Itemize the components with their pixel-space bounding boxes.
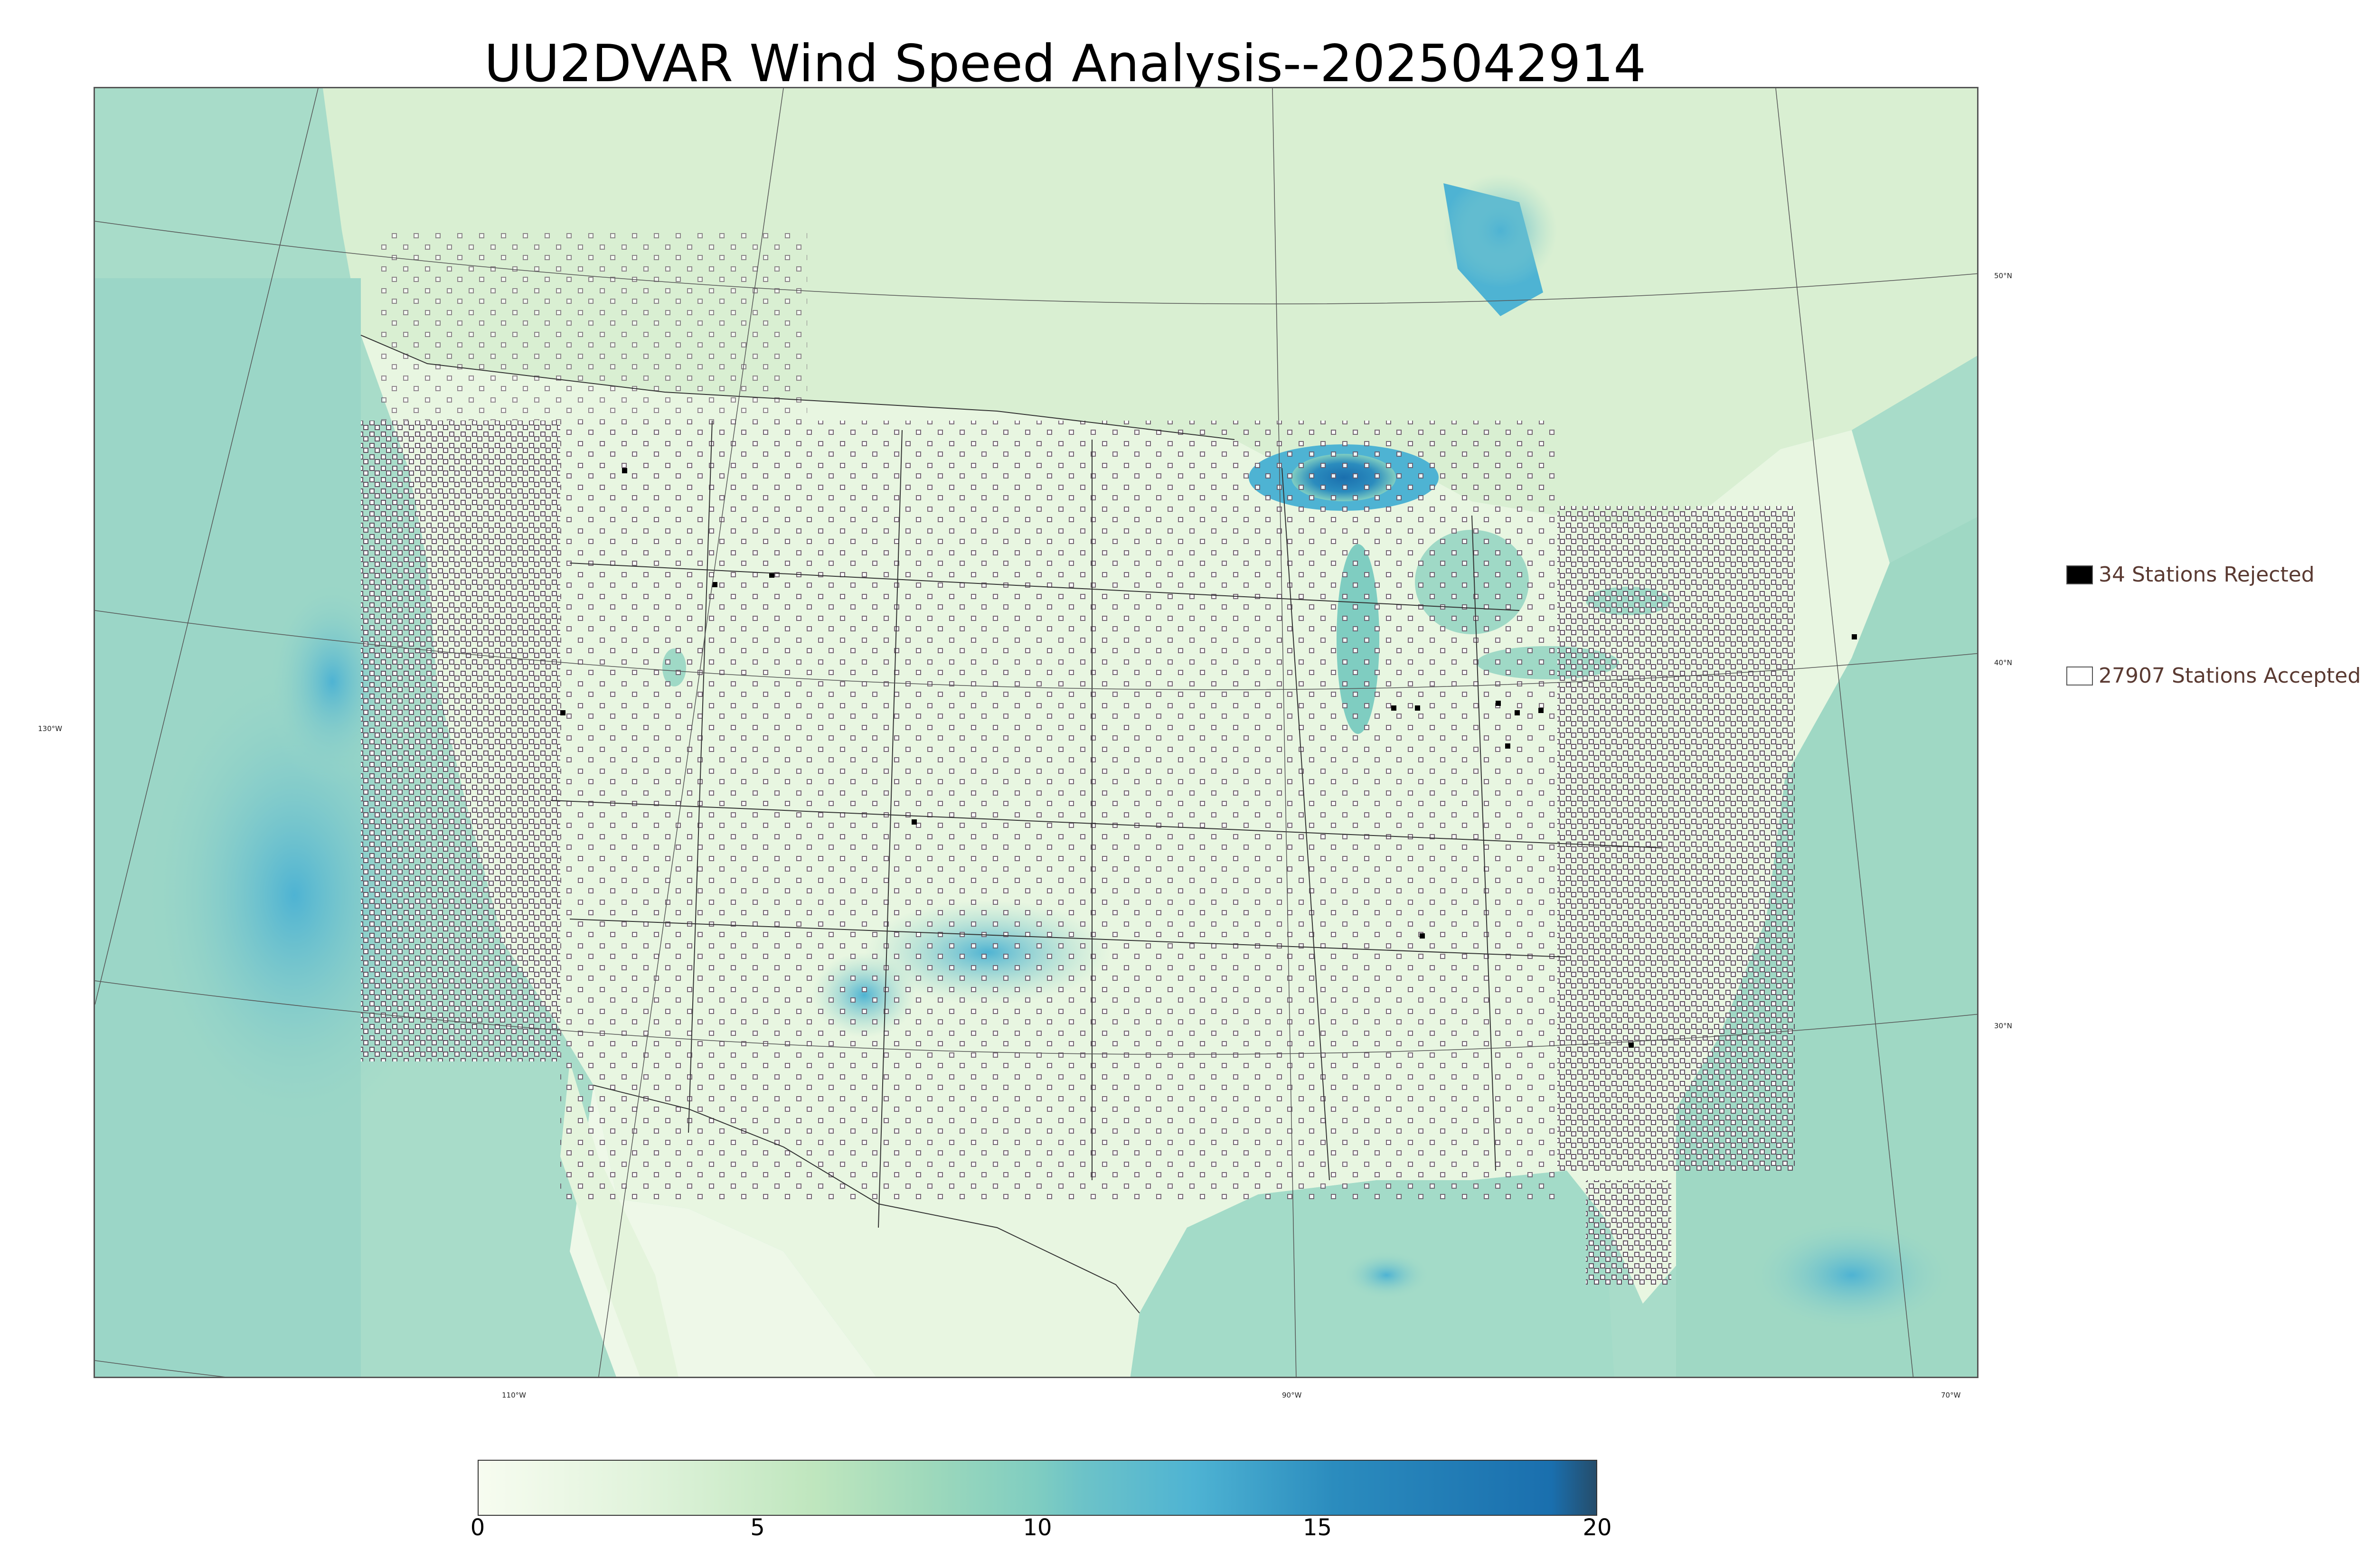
lat-label-40n: 40°N — [1994, 658, 2012, 667]
lon-label-130w: 130°W — [38, 724, 62, 733]
legend-rejected-label: 34 Stations Rejected — [2099, 563, 2315, 587]
gulf-wind-max — [1344, 1251, 1429, 1299]
lon-label-90w: 90°W — [1282, 1391, 1302, 1399]
stations-west — [361, 421, 560, 1061]
wind-speed-map — [94, 87, 1978, 1378]
colorbar — [478, 1460, 1597, 1516]
colorbar-tick-label: 20 — [1583, 1514, 1612, 1541]
graticule — [95, 88, 1977, 1377]
stations-canada — [380, 231, 807, 421]
rejected-stations — [560, 468, 1857, 1048]
hudson-bay-max — [1443, 174, 1557, 288]
rejected-swatch-icon — [2066, 565, 2093, 584]
political-boundaries — [360, 335, 1662, 1314]
lon-label-70w: 70°W — [1941, 1391, 1961, 1399]
colorbar-tick-label: 5 — [750, 1514, 765, 1541]
map-canvas — [95, 88, 1977, 1377]
map-title: UU2DVAR Wind Speed Analysis--2025042914 — [484, 34, 1646, 94]
lat-label-50n: 50°N — [1994, 272, 2012, 280]
accepted-swatch-icon — [2066, 666, 2093, 685]
lon-label-110w: 110°W — [502, 1391, 526, 1399]
stations-east — [1557, 506, 1795, 1171]
colorbar-tick-label: 0 — [470, 1514, 485, 1541]
legend-rejected: 34 Stations Rejected — [2066, 563, 2315, 587]
stations-central — [560, 421, 1557, 1204]
legend-accepted: 27907 Stations Accepted — [2066, 664, 2361, 688]
stations-florida — [1586, 1180, 1671, 1285]
colorbar-tick-label: 10 — [1023, 1514, 1052, 1541]
atlantic-wind-max — [1747, 1218, 1956, 1332]
lat-label-30n: 30°N — [1994, 1022, 2012, 1030]
legend-accepted-label: 27907 Stations Accepted — [2099, 664, 2361, 688]
colorbar-tick-label: 15 — [1302, 1514, 1332, 1541]
